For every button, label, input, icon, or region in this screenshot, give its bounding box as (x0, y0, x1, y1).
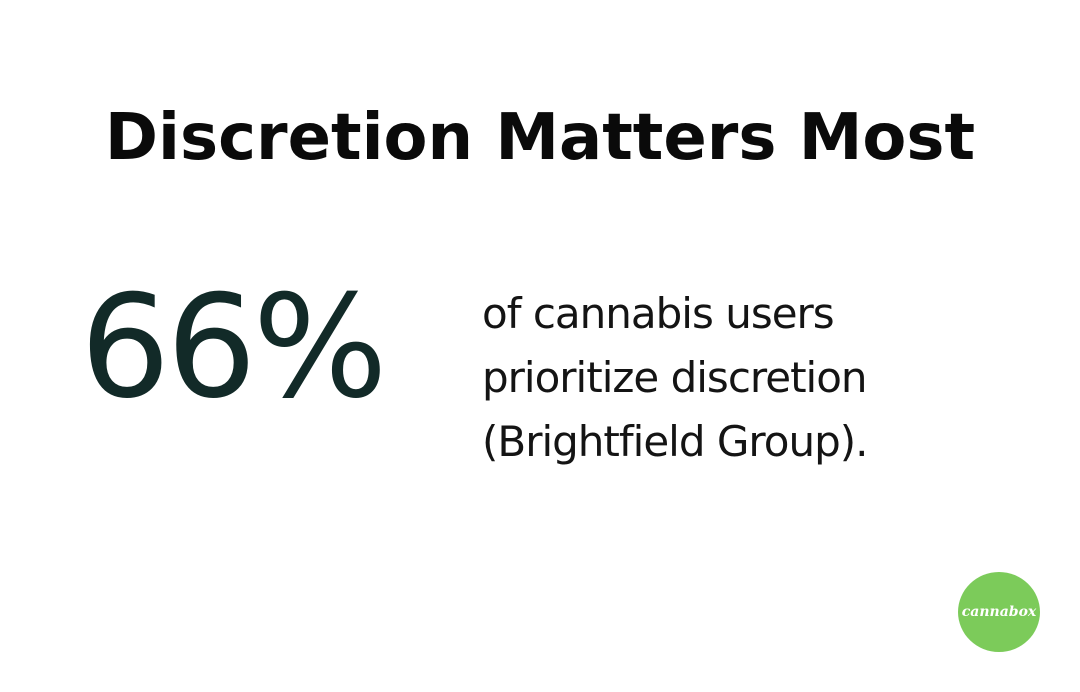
logo-text: cannabox (961, 604, 1037, 620)
slide-title: Discretion Matters Most (104, 101, 976, 175)
description-line: (Brightfield Group). (482, 417, 868, 466)
statistic-value: 66% (80, 265, 388, 430)
description-line: prioritize discretion (482, 353, 868, 402)
description-line: of cannabis users (482, 289, 835, 338)
statistic-description: of cannabis users prioritize discretion … (482, 282, 868, 474)
cannabox-logo: cannabox (958, 572, 1040, 652)
